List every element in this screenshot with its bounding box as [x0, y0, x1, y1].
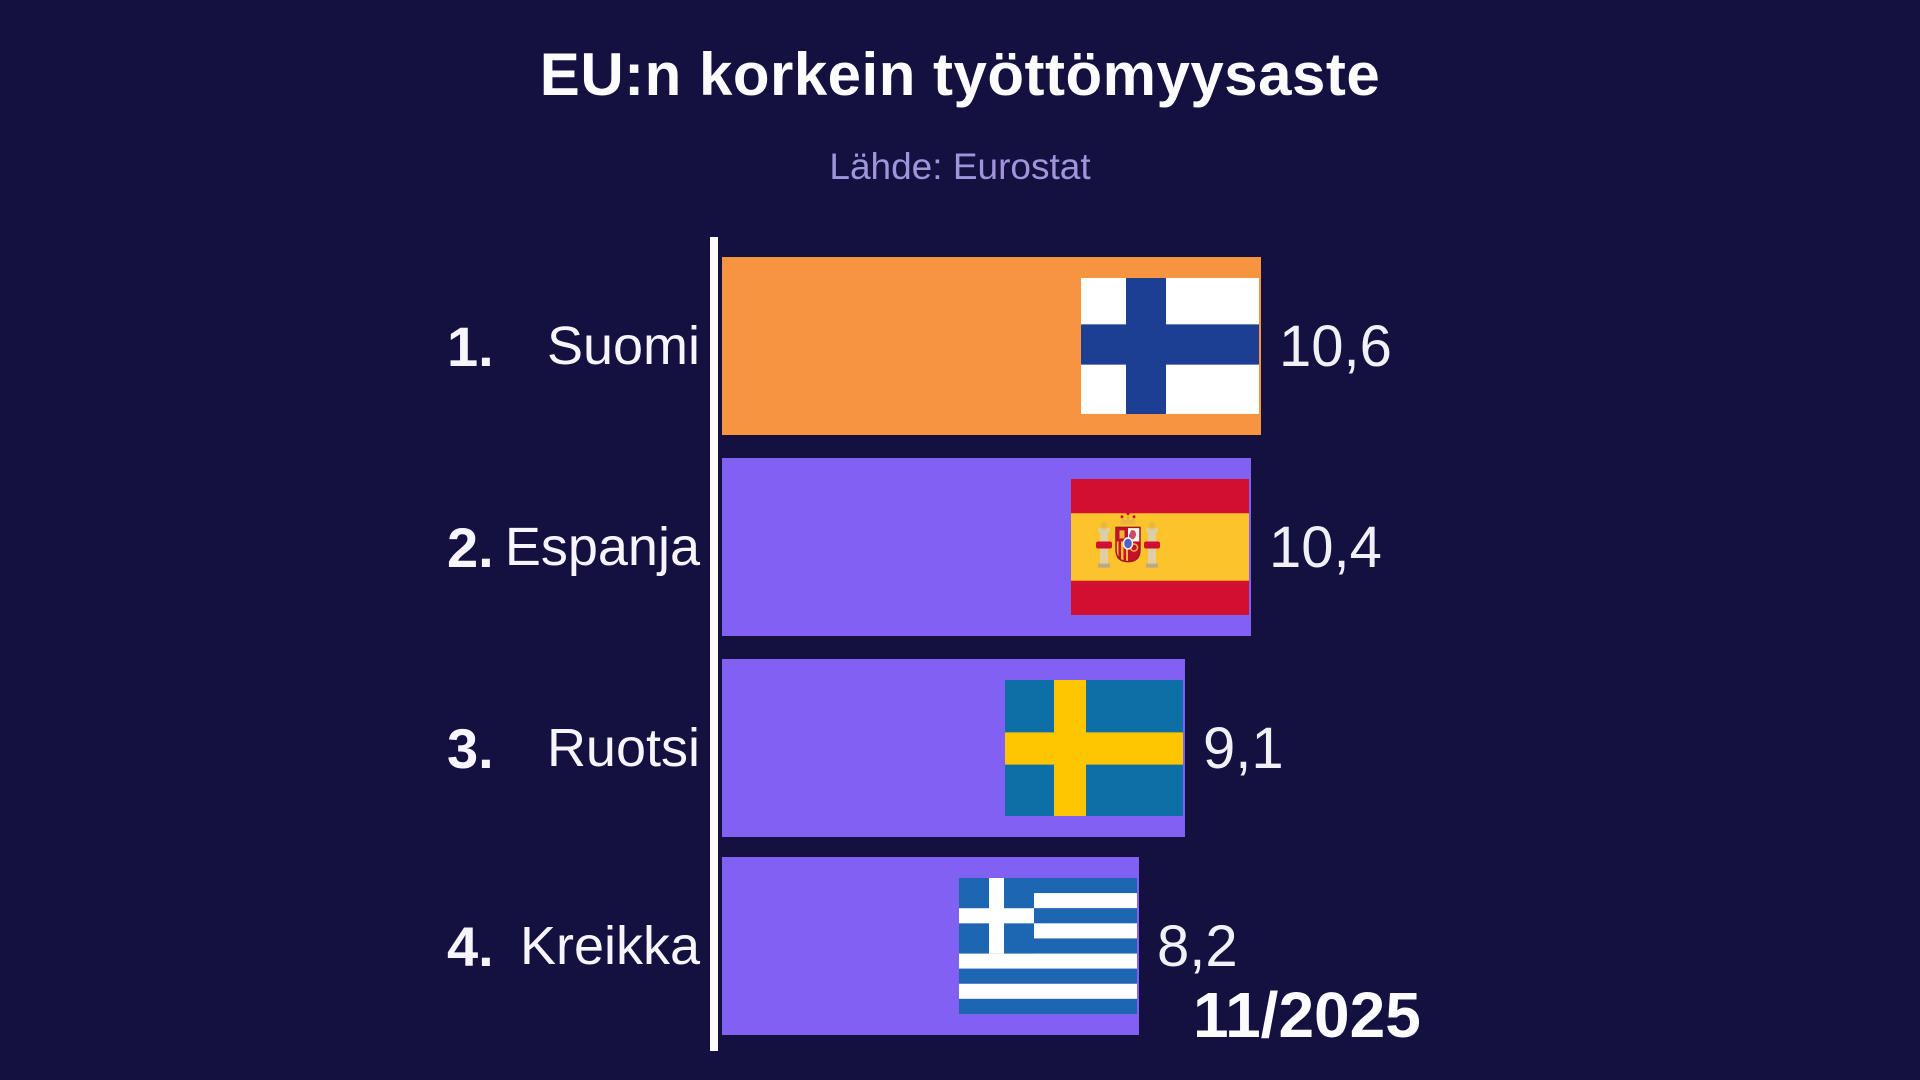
country-label: Suomi [546, 316, 700, 376]
country-label: Kreikka [519, 916, 700, 976]
spain-flag-icon [1071, 479, 1249, 615]
baseline-axis [710, 237, 718, 1051]
bar-finland [722, 257, 1261, 435]
rank-label: 2. [447, 515, 494, 579]
greece-flag-icon [959, 878, 1137, 1014]
rank-label: 3. [447, 716, 494, 780]
rank-label: 4. [447, 914, 494, 978]
bar-greece [722, 857, 1139, 1035]
country-label: Ruotsi [546, 718, 700, 778]
sweden-flag-icon [1005, 680, 1183, 816]
value-label: 8,2 [1157, 913, 1238, 979]
finland-flag-icon [1081, 278, 1259, 414]
bar-sweden [722, 659, 1185, 837]
value-label: 10,6 [1279, 313, 1392, 379]
country-label: Espanja [504, 517, 700, 577]
value-label: 10,4 [1269, 514, 1382, 580]
chart-title: EU:n korkein työttömyysaste [539, 41, 1381, 108]
chart-source: Lähde: Eurostat [829, 146, 1091, 187]
rank-label: 1. [447, 314, 494, 378]
value-label: 9,1 [1203, 715, 1284, 781]
period-label: 11/2025 [1193, 979, 1421, 1051]
bar-spain [722, 458, 1251, 636]
